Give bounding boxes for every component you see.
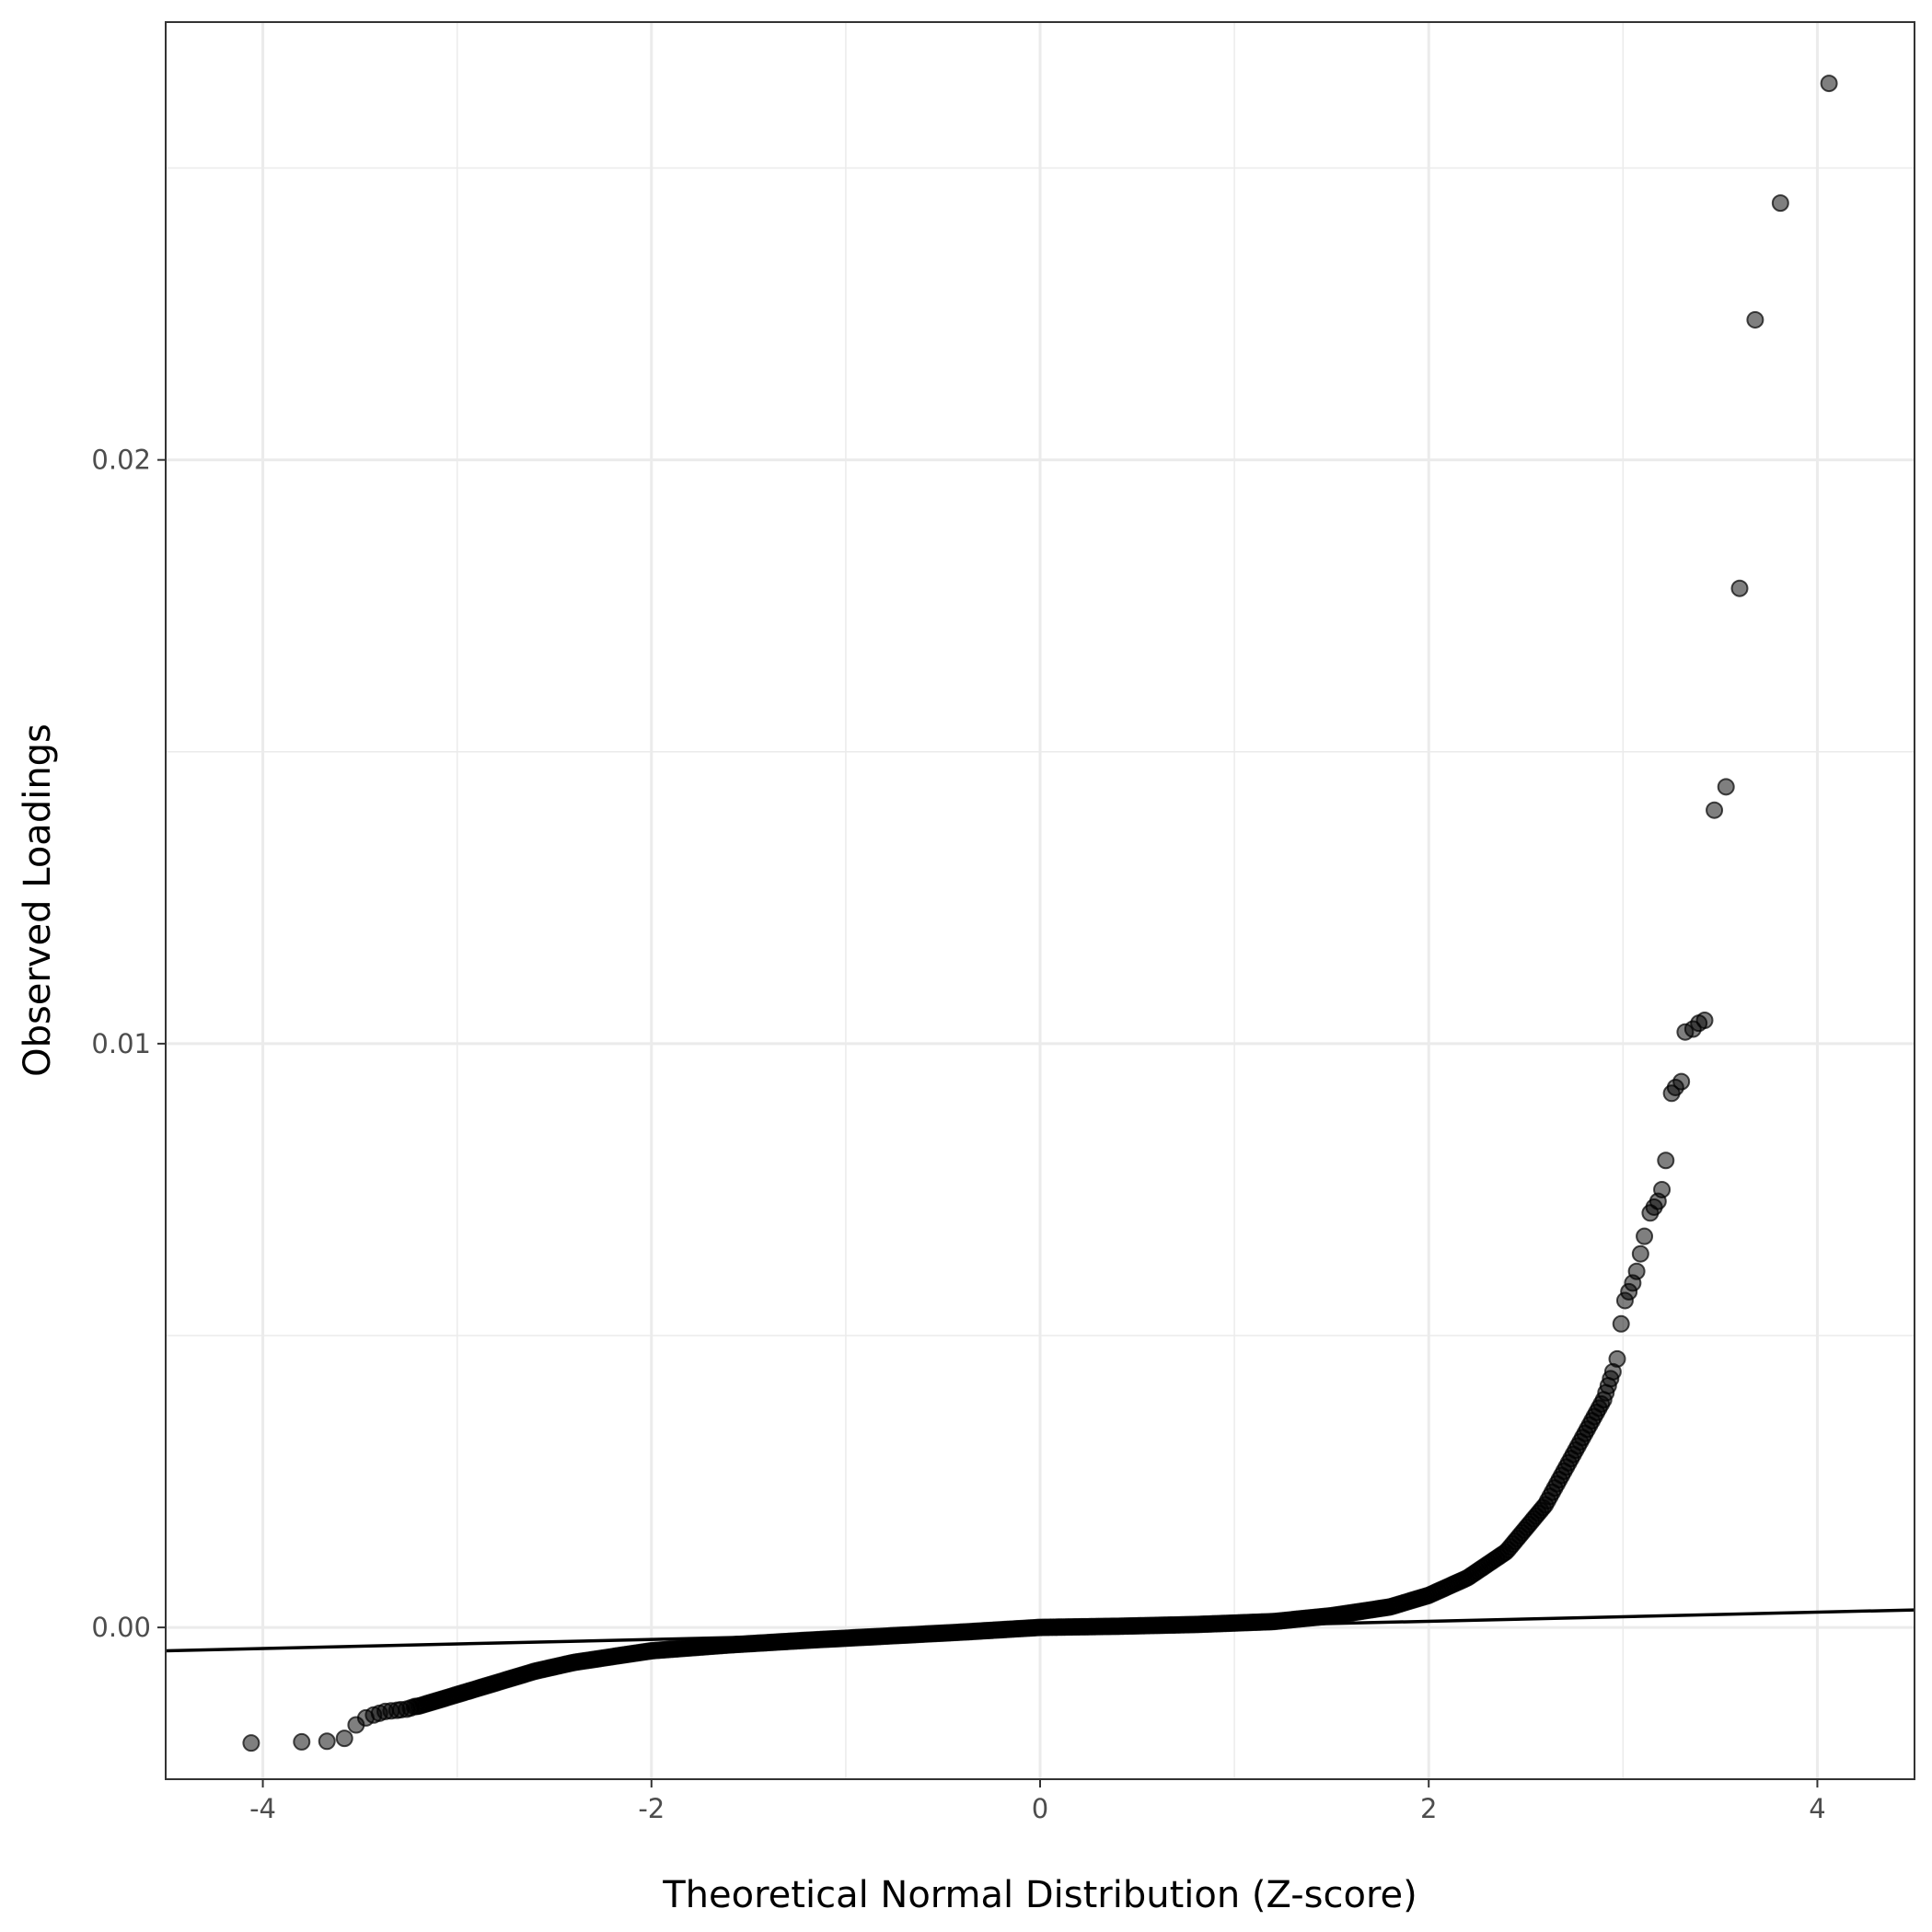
data-point [1771,194,1789,213]
data-point [1653,1180,1672,1198]
data-point [1608,1349,1626,1368]
data-point [1657,1151,1675,1170]
y-tick-label: 0.02 [91,445,151,476]
y-tick-label: 0.01 [91,1028,151,1059]
data-point [1636,1227,1654,1245]
y-tick-label: 0.00 [91,1612,151,1643]
data-point [1730,579,1749,597]
y-axis-ticks: 0.00 0.01 0.02 [91,445,166,1643]
major-gridlines [166,22,1915,1779]
data-point [1612,1314,1630,1333]
data-point [401,1699,420,1718]
data-point [293,1732,311,1751]
x-tick-label: -4 [249,1793,276,1824]
data-point [1672,1072,1691,1091]
data-point [242,1734,260,1753]
x-axis-ticks: -4 -2 0 2 4 [249,1779,1826,1824]
data-point [335,1730,353,1748]
x-tick-label: 0 [1032,1793,1048,1824]
x-axis-title: Theoretical Normal Distribution (Z-score… [662,1874,1417,1916]
data-points [242,75,1838,1753]
data-point [1706,801,1724,819]
x-tick-label: 4 [1809,1793,1825,1824]
reference-line [165,1608,1915,1653]
data-point [1820,75,1838,93]
data-point [318,1732,336,1751]
data-point [1695,1012,1714,1030]
y-axis-title: Observed Loadings [17,723,59,1077]
data-point [1717,778,1735,796]
data-point [1746,310,1764,329]
x-tick-label: -2 [638,1793,665,1824]
data-point [1627,1262,1646,1280]
x-tick-label: 2 [1420,1793,1437,1824]
data-point [1631,1244,1649,1263]
